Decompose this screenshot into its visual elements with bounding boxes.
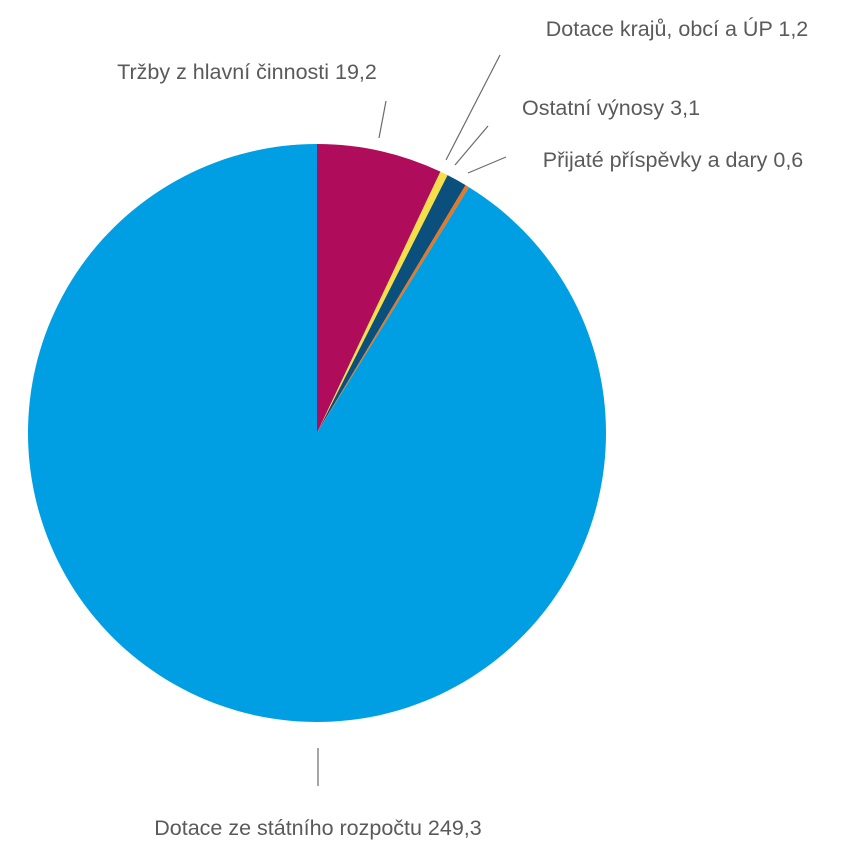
- label-dotace-statni: Dotace ze státního rozpočtu 249,3: [154, 816, 482, 840]
- pie-slices: [27, 144, 606, 722]
- pie-slice-3: [317, 185, 470, 433]
- pie-slice-1: [317, 171, 448, 433]
- pie-slice-0: [317, 144, 441, 433]
- leader-line-1: [445, 54, 501, 161]
- pie-slice-4: [27, 144, 606, 722]
- label-dotace-kraju: Dotace krajů, obcí a ÚP 1,2: [546, 16, 809, 41]
- label-ostatni-vynosy: Ostatní výnosy 3,1: [522, 96, 700, 120]
- leader-line-0: [378, 100, 387, 139]
- leader-lines: [317, 54, 507, 786]
- slice-labels: Tržby z hlavní činnosti 19,2 Dotace kraj…: [117, 16, 808, 840]
- pie-slice-2: [317, 175, 466, 433]
- leader-line-2: [454, 125, 489, 166]
- leader-line-3: [467, 156, 507, 174]
- label-prijate-prispevky: Přijaté příspěvky a dary 0,6: [543, 148, 804, 172]
- label-trzby: Tržby z hlavní činnosti 19,2: [117, 60, 377, 84]
